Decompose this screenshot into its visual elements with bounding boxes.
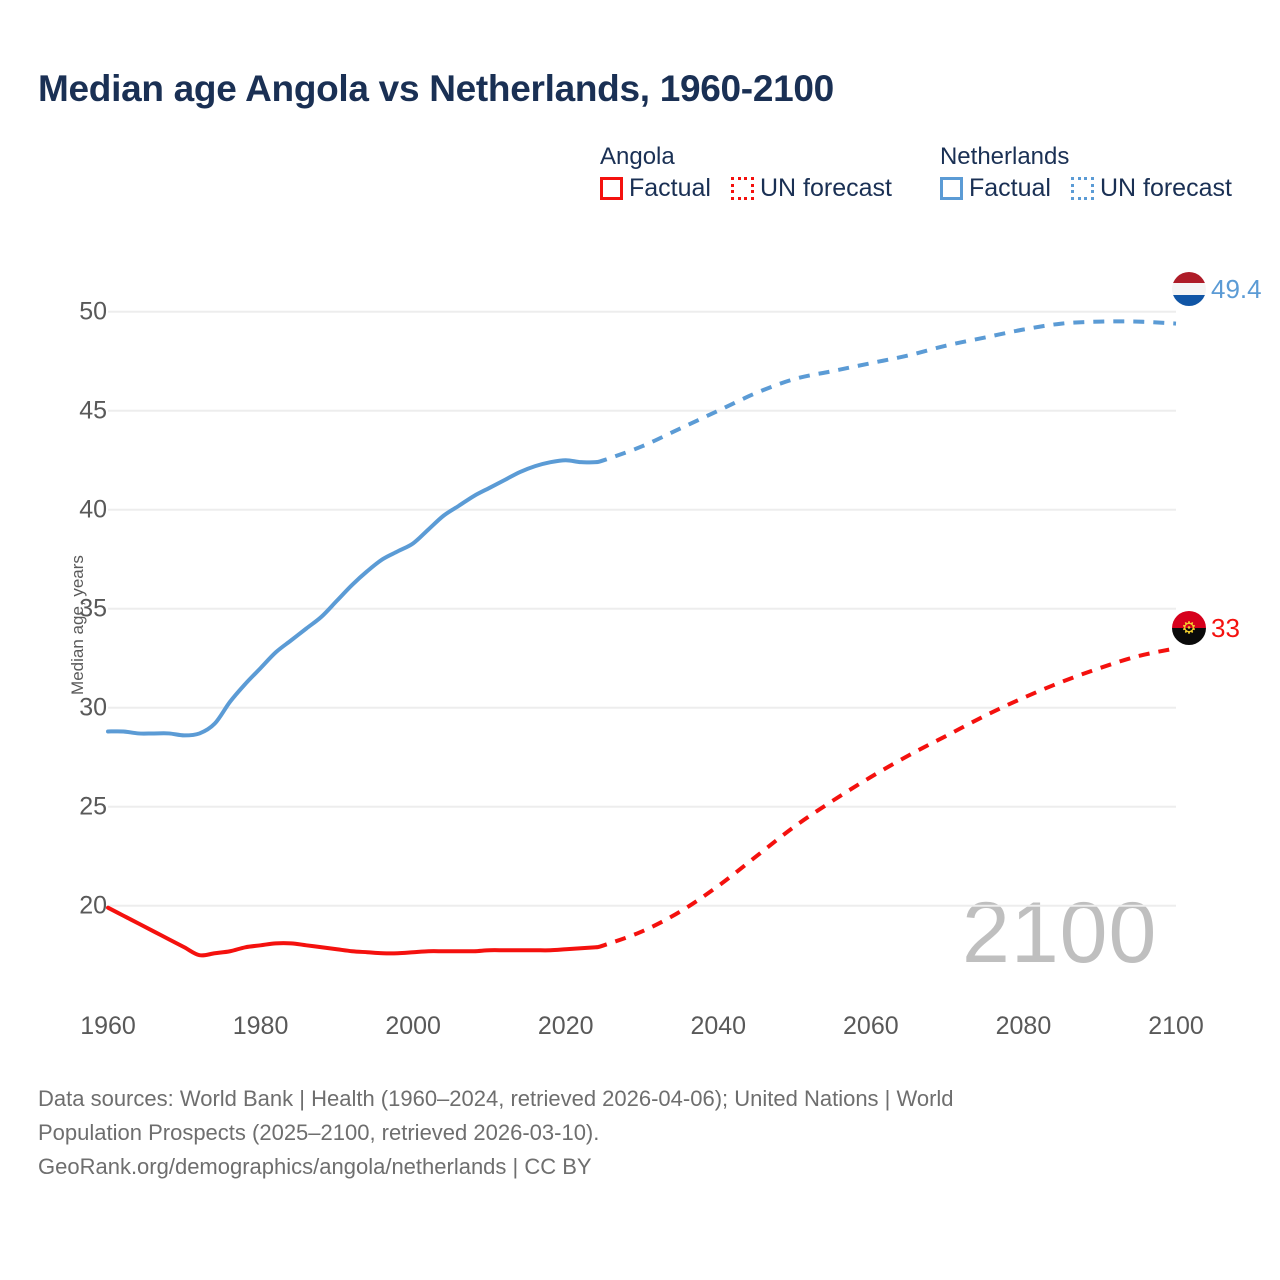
page-title: Median age Angola vs Netherlands, 1960-2… — [38, 68, 834, 109]
y-axis-tick-35: 35 — [79, 594, 107, 623]
solid-line-swatch-icon — [939, 176, 963, 200]
year-watermark: 2100 — [962, 885, 1158, 981]
x-axis-tick-2040: 2040 — [690, 1012, 747, 1040]
legend-items-angola: Factual UN forecast — [600, 175, 892, 201]
legend-item-angola-factual[interactable]: Factual — [600, 175, 711, 201]
y-axis-tick-20: 20 — [79, 891, 107, 920]
footer-line-attribution[interactable]: GeoRank.org/demographics/angola/netherla… — [38, 1154, 592, 1179]
endpoint-marker-netherlands: 49.4 — [1172, 272, 1262, 306]
footer-line-sources-1: Data sources: World Bank | Health (1960–… — [38, 1086, 954, 1111]
legend-group-title-netherlands: Netherlands — [939, 143, 1070, 170]
angola-flag-icon: ⚙ — [1172, 611, 1206, 645]
y-axis-tick-25: 25 — [79, 792, 107, 821]
legend-label-netherlands-factual: Factual — [968, 174, 1051, 202]
y-axis-tick-45: 45 — [79, 396, 107, 425]
x-axis-tick-2000: 2000 — [385, 1012, 441, 1040]
legend-items-netherlands: Factual UN forecast — [939, 174, 1232, 202]
legend-label-angola-factual: Factual — [629, 174, 711, 202]
footer-line-sources-2: Population Prospects (2025–2100, retriev… — [38, 1120, 600, 1145]
netherlands-flag-icon — [1172, 272, 1206, 306]
legend-item-netherlands-factual[interactable]: Factual — [939, 174, 1051, 202]
legend-item-angola-forecast[interactable]: UN forecast — [730, 174, 892, 202]
x-axis-tick-2020: 2020 — [537, 1012, 594, 1040]
legend-label-angola-forecast: UN forecast — [759, 174, 892, 202]
legend-label-netherlands-forecast: UN forecast — [1099, 174, 1232, 202]
solid-line-swatch-icon — [600, 176, 623, 200]
x-axis-tick-2100: 2100 — [1148, 1012, 1204, 1040]
legend-item-netherlands-forecast[interactable]: UN forecast — [1070, 174, 1232, 202]
legend-group-angola: Angola Factual UN forecast — [600, 143, 892, 201]
x-axis-tick-2060: 2060 — [843, 1012, 899, 1040]
endpoint-value-netherlands: 49.4 — [1211, 274, 1262, 304]
y-axis-tick-labels: 20 25 30 35 40 45 50 — [53, 0, 107, 1280]
y-axis-tick-40: 40 — [79, 495, 107, 524]
series-line-factual-angola — [106, 905, 599, 958]
chart-legend: Angola Factual UN forecast Netherlands F… — [600, 143, 1232, 201]
series-line-factual-netherlands — [106, 458, 599, 738]
legend-group-title-angola: Angola — [600, 143, 675, 170]
chart-footer: Data sources: World Bank | Health (1960–… — [38, 1082, 1188, 1184]
x-axis-tick-1960: 1960 — [80, 1012, 136, 1040]
series-line-forecast-netherlands — [595, 319, 1177, 465]
y-axis-tick-50: 50 — [79, 297, 107, 326]
x-axis-tick-1980: 1980 — [232, 1012, 289, 1040]
dotted-line-swatch-icon — [730, 176, 754, 200]
endpoint-marker-angola: ⚙ 33 — [1172, 611, 1240, 645]
legend-group-netherlands: Netherlands Factual UN forecast — [939, 143, 1232, 202]
dotted-line-swatch-icon — [1070, 176, 1094, 200]
series-line-forecast-angola — [595, 646, 1177, 950]
x-axis-tick-2080: 2080 — [995, 1012, 1052, 1040]
y-axis-tick-30: 30 — [79, 693, 107, 722]
endpoint-value-angola: 33 — [1211, 613, 1240, 643]
